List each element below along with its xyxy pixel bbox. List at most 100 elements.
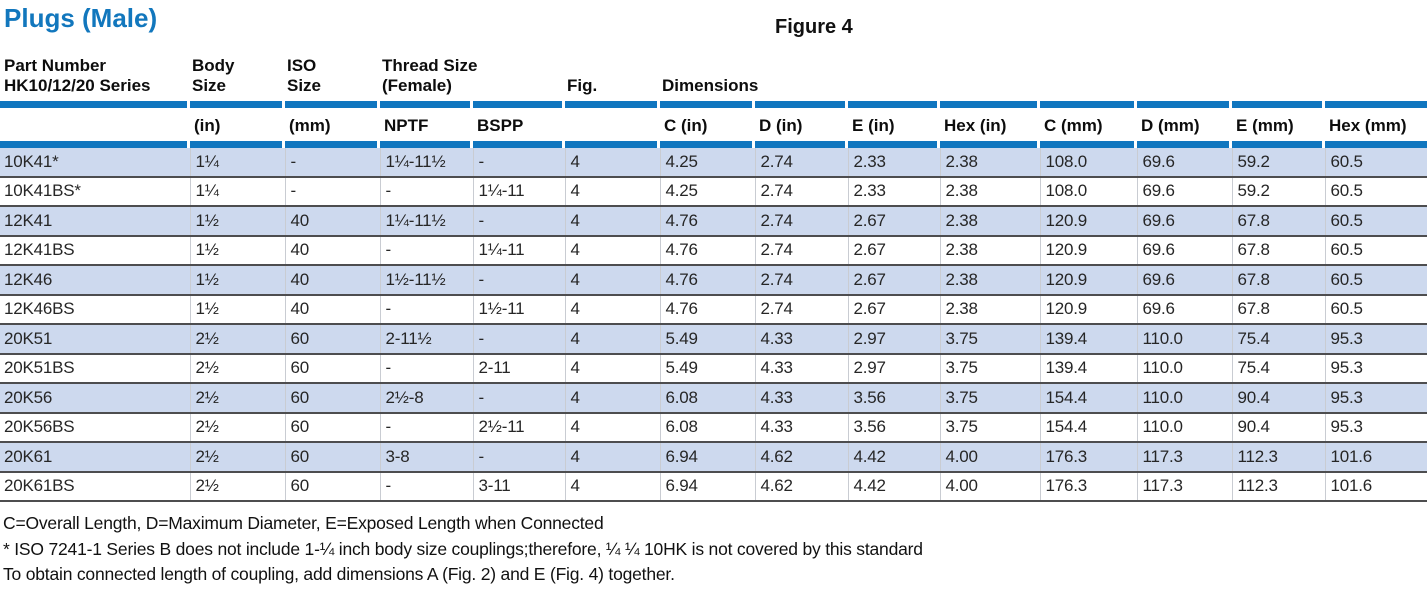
data-cell: 90.4 [1232,411,1326,442]
data-cell: - [473,441,566,472]
data-cell: 2½ [190,470,286,502]
data-cell: 3.75 [940,323,1041,354]
part-number-cell: 20K61 [0,441,191,472]
data-cell: 2-11 [473,352,566,383]
data-cell: 139.4 [1040,352,1138,383]
data-cell: 60.5 [1330,151,1363,171]
data-cell: 120.9 [1040,205,1138,236]
data-cell: 120.9 [1040,234,1138,265]
data-cell: 69.6 [1137,293,1233,324]
blue-bar-segment [1325,141,1427,148]
data-cell: 3.75 [940,411,1041,442]
data-cell: 2.67 [848,264,941,295]
data-cell: 60 [285,411,381,442]
table-row: 20K56BS 2½ 60-2½-11 4 6.08 4.33 3.56 3.75 154.4 1… [0,411,1427,442]
data-cell: 112.3 [1232,441,1326,472]
data-cell: 40 [285,234,381,265]
data-cell: 60.5 [1325,293,1427,324]
col-header-iso-size: ISO Size [287,56,322,95]
column-subheader: (mm) [289,116,331,135]
table-row: 12K46BS 1½ 40-1½-11 4 4.76 2.74 2.67 2.38 120.9 6… [0,293,1427,324]
data-cell: 6.94 [660,470,756,502]
data-cell: 154.4 [1040,411,1138,442]
data-cell: 2.38 [940,293,1041,324]
header-separator-bar [0,141,1427,148]
data-cell: 1½ [190,234,286,265]
blue-bar-segment [1325,101,1427,108]
part-number-cell: 10K41BS* [0,175,191,206]
column-subheader: NPTF [384,116,429,135]
data-cell: 2.38 [940,175,1041,206]
data-cell: 117.3 [1137,470,1233,502]
data-cell: 4 [565,205,661,236]
data-cell: 95.3 [1325,323,1427,354]
data-cell: 3-8 [380,441,474,472]
table-row: 12K41 1½ 40 1¼-11½ -4 4.76 2.74 2.67 2.38 120.9 69… [0,205,1427,236]
data-cell: 2.67 [848,205,941,236]
part-number-cell: 12K46BS [0,293,191,324]
data-cell: 4.62 [755,441,849,472]
col-header-thread-size: Thread Size (Female) [382,56,478,95]
table-body: 10K41* 1¼ -1¼-11½ -4 4.25 2.74 2.33 2.38 108.0 69… [0,148,1427,502]
part-number-cell: 20K56 [0,382,191,413]
table-row: 12K46 1½ 40 1½-11½ -4 4.76 2.74 2.67 2.38 120.9 69… [0,264,1427,295]
footnote-connected-length: To obtain connected length of coupling, … [3,564,675,584]
data-cell: 95.3 [1325,411,1427,442]
data-cell: 2½ [190,323,286,354]
table-row: 10K41BS* 1¼ - -1¼-11 4 4.25 2.74 2.33 2.38 108.0 6… [0,175,1427,206]
data-cell: 108.0 [1040,175,1138,206]
data-cell: 60 [285,441,381,472]
data-cell: 1½ [190,293,286,324]
data-cell: 4.42 [848,470,941,502]
data-cell: 2.74 [755,148,849,177]
blue-bar-segment [190,141,282,148]
data-cell: 2-11½ [380,323,474,354]
part-number-cell: 20K51BS [0,352,191,383]
blue-bar-segment [473,141,563,148]
data-cell: 4.62 [755,470,849,502]
blue-bar-segment [380,141,470,148]
data-cell: 2.38 [940,234,1041,265]
data-cell: 2.67 [848,234,941,265]
footnotes: C=Overall Length, D=Maximum Diameter, E=… [0,511,1427,588]
data-cell: 110.0 [1137,382,1233,413]
footnote-legend: C=Overall Length, D=Maximum Diameter, E=… [3,513,604,533]
part-number-cell: 12K41BS [0,234,191,265]
data-cell: 2.33 [848,148,941,177]
data-cell: 3.75 [940,352,1041,383]
data-cell: 60 [285,323,381,354]
column-subheader: E (in) [852,116,895,135]
data-cell: 3.56 [848,411,941,442]
data-cell: 4 [565,323,661,354]
data-cell: - [380,411,474,442]
data-cell: 176.3 [1040,470,1138,502]
col-header-fig: Fig. [567,76,598,95]
blue-bar-segment [940,101,1038,108]
plugs-dimensions-table: Part Number HK10/12/20 Series Body Size … [0,46,1427,502]
part-number-cell: 12K46 [0,264,191,295]
data-cell: 2.74 [755,175,849,206]
data-cell: 6.08 [660,411,756,442]
data-cell: - [380,352,474,383]
col-header-dimensions: Dimensions [662,76,759,95]
data-cell: 75.4 [1232,352,1326,383]
data-cell: 59.2 [1232,148,1326,177]
blue-bar-segment [473,101,563,108]
data-cell: 67.8 [1232,293,1326,324]
table-row: 20K61 2½ 60 3-8-4 6.94 4.62 4.42 4.00 176.3 117.3… [0,441,1427,472]
data-cell: 2.38 [940,205,1041,236]
data-cell: 4.00 [940,441,1041,472]
column-subheader: BSPP [477,116,524,135]
data-cell: 4 [565,148,661,177]
data-cell: 67.8 [1232,264,1326,295]
data-cell: 108.0 [1040,148,1138,177]
data-cell: 60 [285,382,381,413]
data-cell: 2.74 [755,205,849,236]
data-cell: 4.42 [848,441,941,472]
data-cell: 1¼ [190,148,286,177]
data-cell: - [285,148,381,177]
part-number-cell: 10K41* [0,148,191,177]
data-cell: 2½ [190,411,286,442]
data-cell: 2.38 [940,148,1041,177]
